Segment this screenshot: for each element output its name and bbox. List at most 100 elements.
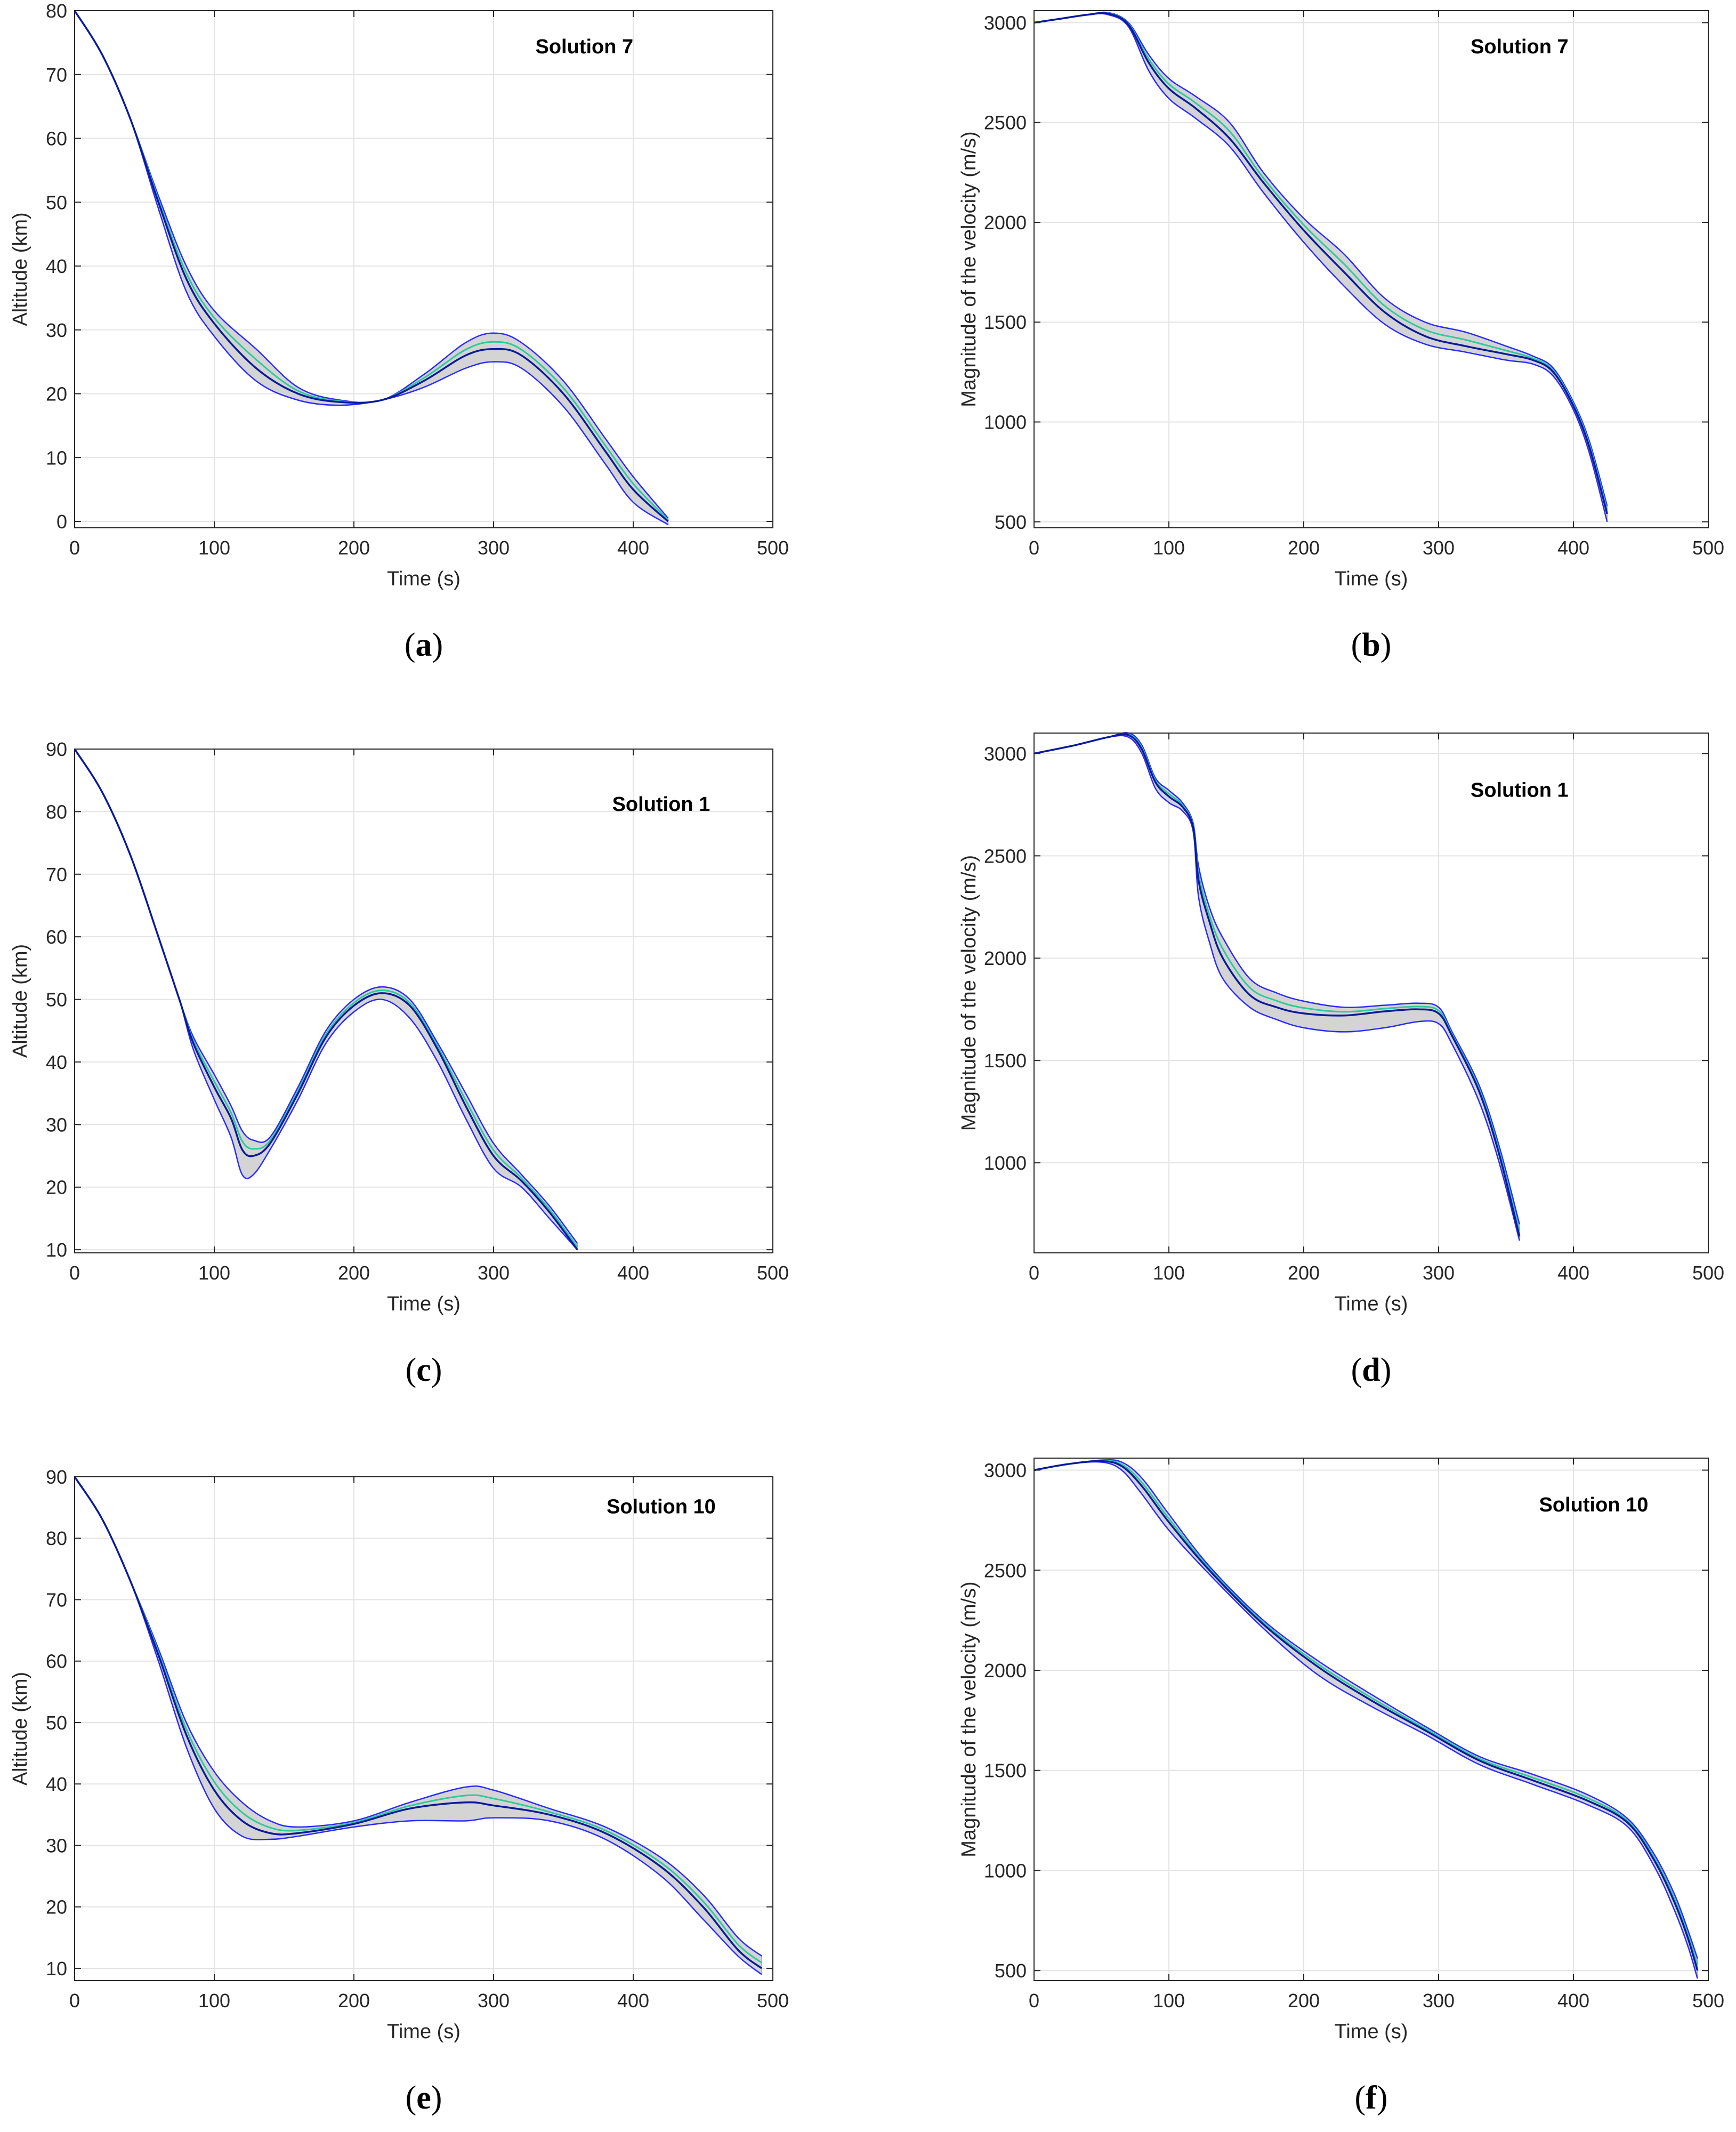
chart-panel-c: 0 100 200 300 400 500 10 20 30 40 50 60 70 80 90 Time (… — [9, 738, 789, 1388]
chart-panel-f: 0 100 200 300 400 500 500 1000 1500 2000 2500 3000 T… — [958, 1458, 1724, 2116]
x-tick-label: 0 — [69, 1990, 80, 2012]
y-tick-label: 80 — [46, 801, 67, 823]
panel-caption: (f) — [1355, 2080, 1388, 2116]
solution-annotation: Solution 7 — [535, 36, 633, 58]
x-tick-label: 500 — [757, 537, 789, 559]
chart-panel-d: 0 100 200 300 400 500 1000 1500 2000 2500 3000 Time… — [958, 732, 1724, 1388]
y-tick-label: 10 — [46, 1958, 67, 1980]
x-tick-label: 100 — [198, 1262, 230, 1284]
mean-line — [1034, 1460, 1699, 1971]
x-axis-label: Time (s) — [387, 568, 461, 590]
y-tick-label: 1500 — [984, 1050, 1027, 1072]
series-group — [75, 749, 578, 1251]
x-tick-label: 400 — [1557, 1262, 1589, 1284]
panel-caption: (d) — [1351, 1352, 1392, 1388]
x-axis-label: Time (s) — [387, 1293, 461, 1315]
y-tick-label: 90 — [46, 1466, 67, 1488]
x-tick-label: 0 — [1029, 537, 1039, 559]
x-tick-label: 0 — [1029, 1990, 1039, 2012]
plot-area — [75, 749, 773, 1253]
lower-envelope-line — [1034, 735, 1521, 1241]
plot-area — [1034, 11, 1708, 528]
y-tick-label: 20 — [46, 1177, 67, 1198]
y-tick-label: 3000 — [984, 743, 1027, 765]
y-tick-label: 3000 — [984, 12, 1027, 34]
y-tick-label: 10 — [46, 1239, 67, 1261]
solution-annotation: Solution 10 — [607, 1496, 716, 1518]
y-tick-label: 30 — [46, 1114, 67, 1136]
y-axis-label: Magnitude of the velocity (m/s) — [958, 855, 980, 1131]
x-tick-label: 400 — [1557, 537, 1589, 559]
chart-panel-e: 0 100 200 300 400 500 10 20 30 40 50 60 70 80 90 Time (… — [9, 1466, 789, 2116]
plot-frame — [1033, 1458, 1709, 1981]
y-tick-label: 1500 — [984, 311, 1027, 333]
y-tick-label: 500 — [995, 1960, 1027, 1982]
x-tick-label: 100 — [198, 1990, 230, 2012]
y-tick-label: 20 — [46, 383, 67, 405]
series-group — [1034, 732, 1521, 1241]
y-tick-label: 50 — [46, 191, 67, 213]
plot-frame — [74, 10, 773, 528]
y-tick-label: 2000 — [984, 1660, 1027, 1682]
y-tick-label: 2500 — [984, 845, 1027, 867]
y-tick-label: 50 — [46, 1712, 67, 1734]
y-tick-label: 3000 — [984, 1460, 1027, 1482]
upper-envelope-line — [1034, 732, 1521, 1225]
x-tick-label: 300 — [478, 537, 510, 559]
y-tick-label: 1500 — [984, 1760, 1027, 1782]
mean-line — [75, 1476, 763, 1969]
y-tick-label: 2500 — [984, 1559, 1027, 1581]
x-axis-label: Time (s) — [1335, 2021, 1408, 2043]
series-group — [1034, 1459, 1699, 1979]
x-tick-label: 500 — [1692, 1990, 1724, 2012]
y-tick-label: 20 — [46, 1896, 67, 1918]
x-tick-label: 500 — [757, 1990, 789, 2012]
y-tick-label: 80 — [46, 0, 67, 22]
x-tick-label: 100 — [1153, 1262, 1185, 1284]
y-tick-label: 2500 — [984, 112, 1027, 134]
series-group — [75, 10, 669, 526]
lower-envelope-line — [1034, 1461, 1698, 1979]
x-tick-label: 400 — [1557, 1990, 1589, 2012]
x-tick-label: 0 — [69, 1262, 80, 1284]
x-tick-label: 300 — [478, 1990, 510, 2012]
plot-area — [1034, 733, 1708, 1253]
mean-line — [75, 749, 578, 1251]
y-tick-label: 50 — [46, 989, 67, 1011]
x-tick-label: 500 — [1692, 537, 1724, 559]
plot-frame — [74, 749, 773, 1253]
y-tick-label: 40 — [46, 1051, 67, 1073]
y-tick-label: 30 — [46, 1835, 67, 1856]
panel-caption: (c) — [406, 1352, 442, 1388]
x-axis-label: Time (s) — [1335, 1293, 1408, 1315]
y-tick-label: 40 — [46, 1773, 67, 1795]
solution-annotation: Solution 1 — [1471, 779, 1569, 801]
plot-area — [75, 11, 773, 528]
y-tick-label: 70 — [46, 1589, 67, 1611]
plot-area — [1034, 1458, 1708, 1981]
y-axis-label: Altitude (km) — [9, 944, 31, 1058]
solution-annotation: Solution 10 — [1539, 1494, 1649, 1516]
solution-annotation: Solution 1 — [612, 793, 710, 816]
x-tick-label: 200 — [1288, 1262, 1320, 1284]
x-tick-label: 200 — [338, 1990, 370, 2012]
panel-caption: (a) — [405, 627, 443, 663]
mean-line — [1034, 733, 1521, 1237]
plot-frame — [1033, 10, 1709, 528]
plot-frame — [74, 1476, 773, 1981]
lower-envelope-line — [75, 1476, 762, 1975]
x-tick-label: 400 — [617, 1262, 649, 1284]
mean-line — [75, 10, 669, 522]
y-tick-label: 1000 — [984, 1152, 1027, 1174]
y-tick-label: 60 — [46, 1651, 67, 1672]
y-tick-label: 500 — [995, 511, 1027, 533]
upper-envelope-line — [1034, 1459, 1698, 1959]
y-tick-label: 30 — [46, 319, 67, 341]
x-axis-label: Time (s) — [1335, 568, 1408, 590]
y-tick-label: 80 — [46, 1527, 67, 1549]
lower-envelope-line — [1034, 13, 1608, 522]
x-tick-label: 200 — [1288, 1990, 1320, 2012]
series-group — [1034, 11, 1608, 522]
y-tick-label: 40 — [46, 255, 67, 277]
